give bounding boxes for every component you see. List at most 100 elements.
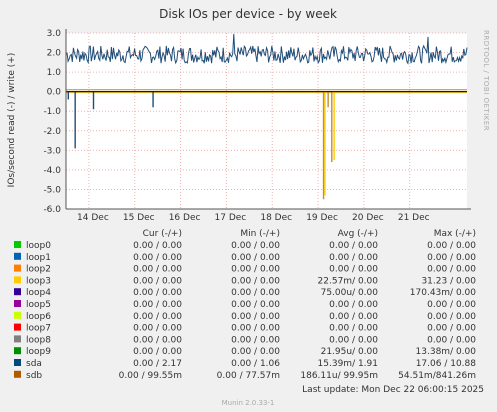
legend-max: 0.00 / 0.00 bbox=[427, 253, 476, 263]
footer: Munin 2.0.33-1 bbox=[222, 399, 275, 407]
legend-avg: 0.00 / 0.00 bbox=[329, 300, 378, 310]
plot-area bbox=[65, 29, 471, 210]
legend-name: loop0 bbox=[26, 241, 51, 251]
legend-avg: 21.95u/ 0.00 bbox=[321, 347, 379, 357]
y-tick-label: -5.0 bbox=[43, 185, 61, 195]
chart-title: Disk IOs per device - by week bbox=[159, 7, 337, 21]
legend-swatch bbox=[14, 335, 21, 343]
legend-max: 0.00 / 0.00 bbox=[427, 324, 476, 334]
x-tick-label: 16 Dec bbox=[169, 213, 201, 223]
legend-avg: 75.00u/ 0.00 bbox=[321, 288, 379, 298]
legend-cur: 0.00 / 0.00 bbox=[133, 288, 182, 298]
legend-swatch bbox=[14, 300, 21, 307]
legend-min: 0.00 / 0.00 bbox=[231, 241, 280, 251]
legend-min: 0.00 / 0.00 bbox=[231, 253, 280, 263]
legend-row-loop5: loop5 0.00 / 0.00 0.00 / 0.00 0.00 / 0.00 0.… bbox=[14, 300, 476, 310]
legend-swatch bbox=[14, 311, 21, 319]
legend-name: loop4 bbox=[26, 288, 51, 298]
legend-min: 0.00 / 0.00 bbox=[231, 265, 280, 275]
x-tick-label: 15 Dec bbox=[123, 213, 155, 223]
legend-name: loop3 bbox=[26, 276, 51, 286]
legend-max: 17.06 / 10.88 bbox=[416, 359, 477, 369]
y-axis-label: IOs/second read (-) / write (+) bbox=[7, 53, 17, 188]
legend-max: 0.00 / 0.00 bbox=[427, 300, 476, 310]
x-tick-label: 14 Dec bbox=[77, 213, 109, 223]
legend-swatch bbox=[14, 288, 21, 296]
y-tick-label: -6.0 bbox=[43, 205, 61, 215]
legend-cur: 0.00 / 0.00 bbox=[133, 324, 182, 334]
legend-row-loop1: loop1 0.00 / 0.00 0.00 / 0.00 0.00 / 0.00 0.… bbox=[14, 253, 476, 263]
legend-max: 170.43m/ 0.00 bbox=[410, 288, 476, 298]
legend-name: loop2 bbox=[26, 265, 51, 275]
legend-swatch bbox=[14, 241, 21, 248]
legend-avg: 0.00 / 0.00 bbox=[329, 253, 378, 263]
legend-row-loop0: loop0 0.00 / 0.00 0.00 / 0.00 0.00 / 0.00 0.… bbox=[14, 241, 476, 251]
legend-swatch bbox=[14, 359, 21, 366]
legend-name: loop6 bbox=[26, 312, 51, 322]
legend-avg: 0.00 / 0.00 bbox=[329, 324, 378, 334]
legend-cur: 0.00 / 0.00 bbox=[133, 335, 182, 345]
legend-min: 0.00 / 0.00 bbox=[231, 276, 280, 286]
legend-header-avg: Avg (-/+) bbox=[338, 229, 378, 239]
legend-header-cur: Cur (-/+) bbox=[143, 229, 182, 239]
y-tick-label: 3.0 bbox=[47, 29, 62, 39]
legend-min: 0.00 / 0.00 bbox=[231, 300, 280, 310]
y-tick-label: -2.0 bbox=[43, 127, 61, 137]
y-tick-label: 2.0 bbox=[47, 49, 62, 59]
legend: Cur (-/+) Min (-/+) Avg (-/+) Max (-/+) … bbox=[14, 229, 476, 381]
legend-cur: 0.00 / 2.17 bbox=[133, 359, 182, 369]
legend-cur: 0.00 / 0.00 bbox=[133, 300, 182, 310]
y-tick-label: -3.0 bbox=[43, 146, 61, 156]
legend-swatch bbox=[14, 347, 21, 355]
x-tick-label: 20 Dec bbox=[352, 213, 384, 223]
legend-max: 0.00 / 0.00 bbox=[427, 265, 476, 275]
x-tick-label: 21 Dec bbox=[398, 213, 430, 223]
legend-row-loop3: loop3 0.00 / 0.00 0.00 / 0.00 22.57m/ 0.00 3… bbox=[14, 276, 476, 286]
x-tick-label: 17 Dec bbox=[215, 213, 247, 223]
legend-swatch bbox=[14, 276, 21, 284]
last-update: Last update: Mon Dec 22 06:00:15 2025 bbox=[302, 385, 484, 395]
plot-background bbox=[66, 33, 467, 209]
y-tick-label: -1.0 bbox=[43, 107, 61, 117]
legend-cur: 0.00 / 0.00 bbox=[133, 347, 182, 357]
legend-cur: 0.00 / 0.00 bbox=[133, 312, 182, 322]
side-label: RRDTOOL / TOBI OETIKER bbox=[482, 30, 490, 131]
legend-swatch bbox=[14, 323, 21, 331]
legend-name: sdb bbox=[26, 371, 42, 381]
legend-name: loop8 bbox=[26, 335, 51, 345]
legend-row-loop2: loop2 0.00 / 0.00 0.00 / 0.00 0.00 / 0.00 0.… bbox=[14, 264, 476, 275]
legend-avg: 0.00 / 0.00 bbox=[329, 335, 378, 345]
legend-name: loop9 bbox=[26, 347, 51, 357]
legend-row-sdb: sdb 0.00 / 99.55m 0.00 / 77.57m 186.11u/ 99… bbox=[14, 370, 476, 381]
y-tick-label: 0.0 bbox=[47, 88, 62, 98]
legend-row-loop8: loop8 0.00 / 0.00 0.00 / 0.00 0.00 / 0.00 0.… bbox=[14, 335, 476, 345]
legend-cur: 0.00 / 0.00 bbox=[133, 241, 182, 251]
y-tick-label: -4.0 bbox=[43, 166, 61, 176]
legend-cur: 0.00 / 99.55m bbox=[119, 371, 182, 381]
series-sda-write bbox=[65, 33, 468, 65]
legend-min: 0.00 / 0.00 bbox=[231, 347, 280, 357]
legend-min: 0.00 / 77.57m bbox=[217, 371, 280, 381]
legend-cur: 0.00 / 0.00 bbox=[133, 253, 182, 263]
legend-cur: 0.00 / 0.00 bbox=[133, 276, 182, 286]
legend-header-max: Max (-/+) bbox=[434, 229, 476, 239]
legend-max: 0.00 / 0.00 bbox=[427, 241, 476, 251]
legend-avg: 22.57m/ 0.00 bbox=[318, 276, 379, 286]
legend-header-min: Min (-/+) bbox=[240, 229, 280, 239]
x-tick-label: 18 Dec bbox=[260, 213, 292, 223]
legend-cur: 0.00 / 0.00 bbox=[133, 265, 182, 275]
legend-row-loop7: loop7 0.00 / 0.00 0.00 / 0.00 0.00 / 0.00 0.… bbox=[14, 323, 476, 334]
legend-row-loop4: loop4 0.00 / 0.00 0.00 / 0.00 75.00u/ 0.00 1… bbox=[14, 288, 476, 298]
legend-name: sda bbox=[26, 359, 42, 369]
legend-max: 13.38m/ 0.00 bbox=[416, 347, 477, 357]
x-tick-label: 19 Dec bbox=[306, 213, 338, 223]
y-tick-label: 1.0 bbox=[47, 68, 62, 78]
legend-name: loop7 bbox=[26, 324, 51, 334]
legend-min: 0.00 / 0.00 bbox=[231, 335, 280, 345]
legend-swatch bbox=[14, 370, 21, 378]
legend-avg: 186.11u/ 99.95m bbox=[300, 371, 378, 381]
legend-min: 0.00 / 1.06 bbox=[231, 359, 280, 369]
legend-min: 0.00 / 0.00 bbox=[231, 288, 280, 298]
legend-swatch bbox=[14, 264, 21, 272]
legend-name: loop1 bbox=[26, 253, 51, 263]
